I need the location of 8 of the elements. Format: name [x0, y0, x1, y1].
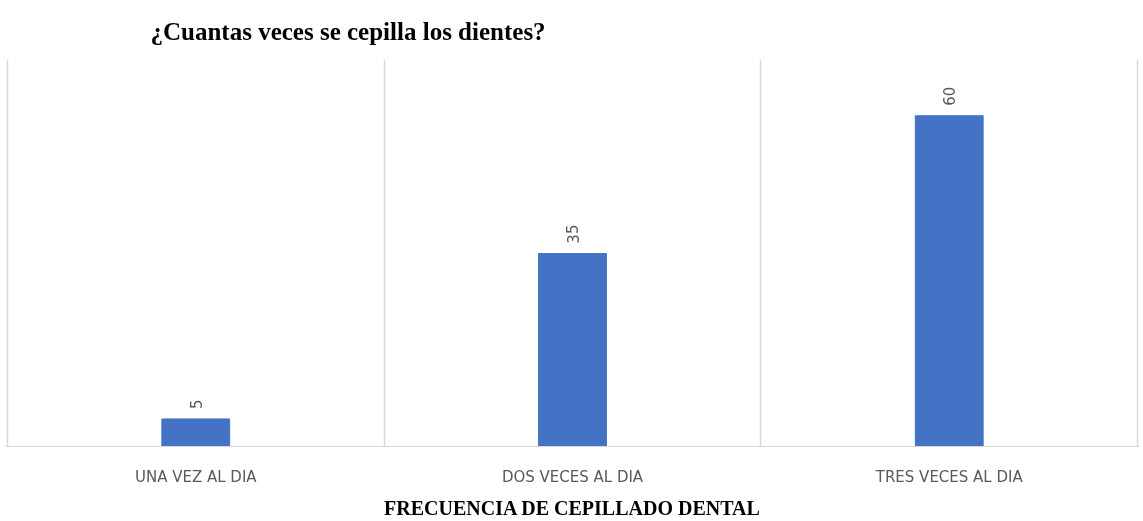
data-label: 35 [564, 224, 583, 244]
data-label: 5 [187, 399, 206, 410]
x-tick-label: DOS VECES AL DIA [501, 467, 644, 486]
x-axis-title: FRECUENCIA DE CEPILLADO DENTAL [384, 496, 760, 519]
x-tick-label: UNA VEZ AL DIA [134, 467, 258, 486]
x-tick-label: TRES VECES AL DIA [874, 467, 1024, 486]
data-label: 60 [941, 86, 960, 106]
chart-title: ¿Cuantas veces se cepilla los dientes? [150, 17, 546, 45]
